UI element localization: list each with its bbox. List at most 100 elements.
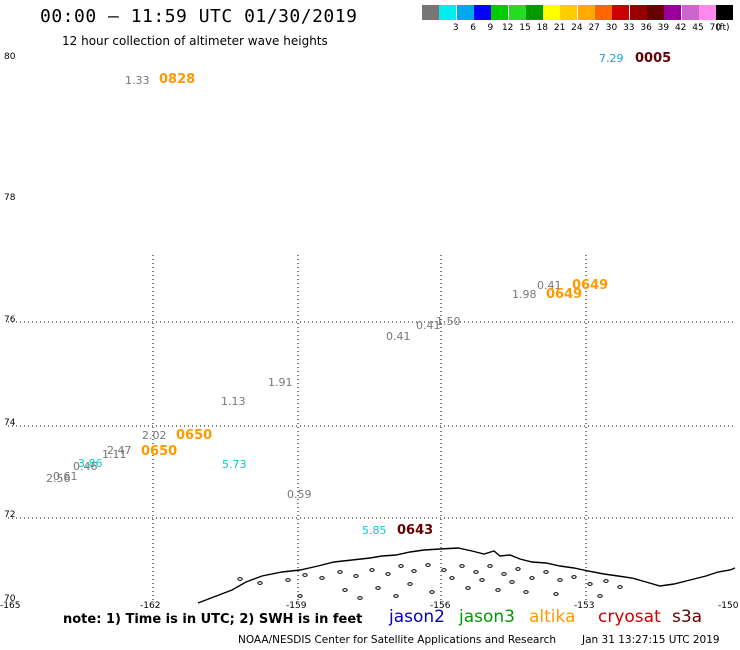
island-mark [523, 590, 529, 594]
observation-time: 0650 [141, 444, 178, 459]
island-mark [479, 578, 485, 582]
wave-height-value: 5.73 [222, 458, 247, 471]
island-mark [297, 594, 303, 598]
latitude-label: 74 [4, 418, 16, 428]
island-mark [543, 570, 549, 574]
island-mark [411, 569, 417, 573]
legend-label: 39 [657, 23, 670, 33]
longitude-label: -159 [286, 601, 307, 611]
legend-swatch [543, 5, 561, 20]
legend-label: 42 [674, 23, 687, 33]
island-mark [487, 564, 493, 568]
legend-swatch [577, 5, 595, 20]
island-mark [501, 572, 507, 576]
longitude-label: -153 [574, 601, 595, 611]
wave-height-value: 3.86 [78, 457, 103, 470]
island-mark [449, 576, 455, 580]
observation-time: 0828 [159, 72, 196, 87]
latitude-label: 70 [4, 594, 16, 604]
island-mark [425, 563, 431, 567]
island-mark [369, 568, 375, 572]
map-title: 00:00 – 11:59 UTC 01/30/2019 [40, 6, 358, 27]
legend-swatch [681, 5, 699, 20]
island-mark [357, 596, 363, 600]
island-mark [375, 586, 381, 590]
satellite-name: jason2 [389, 607, 445, 627]
legend-swatch [716, 5, 734, 20]
island-mark [429, 590, 435, 594]
legend-swatch [612, 5, 630, 20]
satellite-name: s3a [672, 607, 703, 627]
satellite-name: jason3 [459, 607, 515, 627]
legend-label: 9 [487, 23, 494, 33]
legend-label: 6 [470, 23, 476, 33]
coastal-islands [237, 563, 623, 600]
observation-time: 0643 [397, 523, 434, 538]
island-mark [587, 582, 593, 586]
observation-time: 0649 [546, 287, 583, 302]
legend-swatch [646, 5, 664, 20]
wave-height-value: 2.56 [46, 472, 71, 485]
island-mark [603, 579, 609, 583]
observation-time: 0005 [635, 51, 672, 66]
legend-label: 33 [623, 23, 635, 33]
wave-height-value: 1.98 [512, 288, 537, 301]
island-mark [353, 574, 359, 578]
legend-swatch [595, 5, 612, 20]
island-mark [509, 580, 515, 584]
legend-swatch [629, 5, 647, 20]
wave-height-value: 5.85 [362, 524, 387, 537]
longitude-label: -156 [430, 601, 451, 611]
legend-label: 18 [536, 23, 549, 33]
map-gridlines [8, 255, 735, 603]
legend-label: 36 [640, 23, 652, 33]
island-mark [495, 588, 501, 592]
island-mark [257, 581, 263, 585]
legend-label: 70 [709, 23, 722, 33]
legend-unit: (ft) [716, 23, 730, 33]
wave-height-value: 2.47 [107, 444, 132, 457]
wave-height-value: 0.41 [386, 330, 411, 343]
satellite-name: cryosat [598, 607, 661, 627]
legend-label: 15 [519, 23, 531, 33]
latitude-label: 72 [4, 510, 16, 520]
island-mark [617, 585, 623, 589]
island-mark [407, 582, 413, 586]
longitude-label: -165 [0, 601, 21, 611]
island-mark [393, 594, 399, 598]
observation-time: 0649 [572, 278, 609, 293]
wave-height-value: 1.13 [221, 395, 246, 408]
island-mark [465, 586, 471, 590]
island-mark [553, 592, 559, 596]
island-mark [571, 575, 577, 579]
wave-height-value: 0.46 [73, 460, 98, 473]
island-mark [529, 576, 535, 580]
wave-height-value: 0.61 [53, 470, 78, 483]
generation-timestamp: Jan 31 13:27:15 UTC 2019 [582, 634, 720, 646]
legend-label: 27 [588, 23, 600, 33]
footer-note: note: 1) Time is in UTC; 2) SWH is in fe… [63, 612, 363, 627]
island-mark [398, 564, 404, 568]
island-mark [597, 594, 603, 598]
island-mark [302, 573, 308, 577]
legend-label: 3 [452, 23, 459, 33]
wave-height-value: 0.59 [287, 488, 312, 501]
legend-swatch [664, 5, 682, 20]
island-mark [337, 570, 343, 574]
wave-height-value: 0.41 [537, 279, 562, 292]
island-mark [342, 588, 348, 592]
credit-line: NOAA/NESDIS Center for Satellite Applica… [238, 634, 556, 646]
wave-height-value: 2.02 [142, 429, 167, 442]
latitude-label: 78 [4, 193, 16, 203]
legend-label: 12 [501, 23, 514, 33]
island-mark [557, 578, 563, 582]
island-mark [473, 570, 479, 574]
longitude-label: -162 [140, 601, 161, 611]
observation-time: 0650 [176, 428, 213, 443]
map-subtitle: 12 hour collection of altimeter wave hei… [62, 34, 328, 48]
legend-swatch [508, 5, 526, 20]
legend-swatch [473, 5, 491, 20]
satellite-name: altika [529, 607, 576, 627]
legend-swatch [560, 5, 578, 20]
